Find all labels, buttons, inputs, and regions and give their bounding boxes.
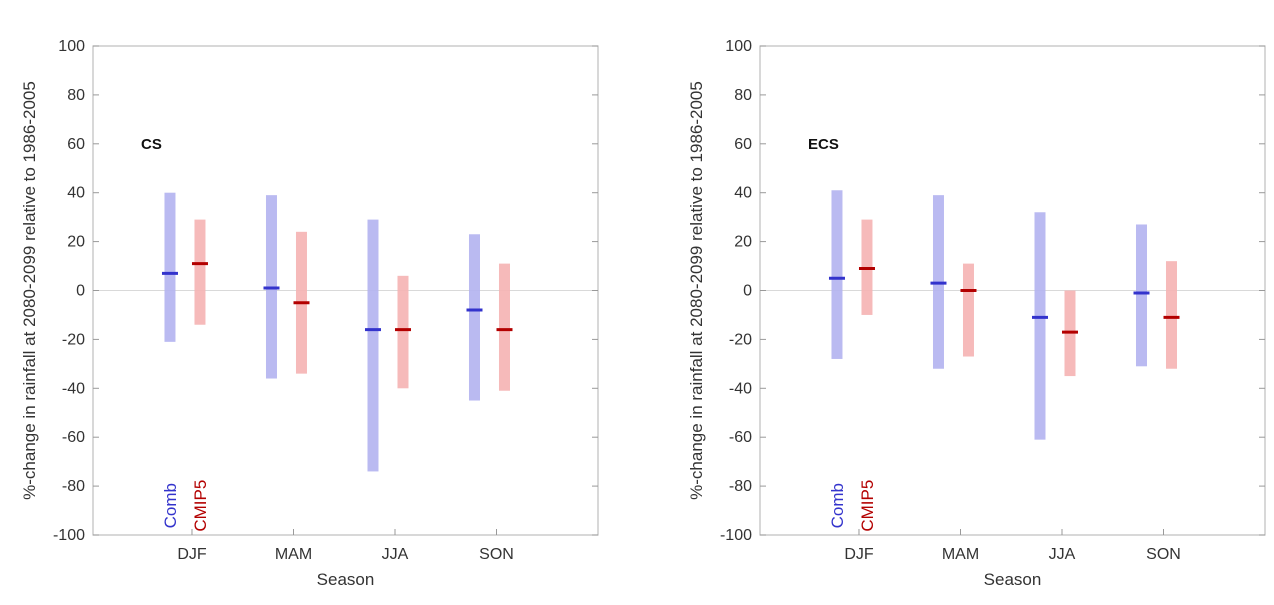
x-tick-label: SON — [1146, 546, 1181, 563]
range-bar-comb-djf — [164, 192, 176, 342]
x-tick-label: SON — [479, 546, 514, 563]
range-bar-cmip5-mam — [962, 263, 974, 357]
range-bar-comb-djf — [831, 190, 843, 359]
y-tick-label: -100 — [53, 527, 85, 544]
panel-label: CS — [141, 136, 162, 153]
range-bar-cmip5-djf — [194, 219, 206, 325]
y-tick-label: 80 — [734, 87, 752, 104]
y-tick-label: -60 — [62, 429, 85, 446]
y-tick-label: 20 — [734, 234, 752, 251]
y-tick-label: 80 — [67, 87, 85, 104]
y-tick-label: 100 — [725, 38, 752, 55]
y-tick-label: 100 — [58, 38, 85, 55]
range-bar-comb-jja — [367, 219, 379, 472]
chart-panel-cs: -100 -80 -60 -40 -20 0 20 40 60 80 100 DJF MAM JJA SON… — [20, 38, 599, 589]
panel-label: ECS — [808, 136, 839, 153]
y-tick-label: 20 — [67, 234, 85, 251]
y-tick-label: 0 — [743, 283, 752, 300]
range-bar-comb-son — [1135, 224, 1147, 367]
x-tick-label: JJA — [1049, 546, 1076, 563]
chart-panel-ecs: -100 -80 -60 -40 -20 0 20 40 60 80 100 DJF MAM JJA SON… — [687, 38, 1266, 589]
x-tick-label: MAM — [275, 546, 312, 563]
y-tick-label: -60 — [729, 429, 752, 446]
range-bar-cmip5-son — [498, 263, 510, 391]
y-tick-label: 40 — [734, 185, 752, 202]
y-tick-label: 60 — [734, 136, 752, 153]
y-tick-label: -20 — [729, 331, 752, 348]
y-tick-label: 60 — [67, 136, 85, 153]
range-bar-comb-jja — [1034, 212, 1046, 440]
legend-label-comb: Comb — [828, 483, 847, 528]
range-bar-cmip5-jja — [397, 275, 409, 389]
x-axis-title: Season — [984, 570, 1042, 589]
legend-label-cmip5: CMIP5 — [858, 480, 877, 532]
x-tick-label: DJF — [844, 546, 874, 563]
legend-label-cmip5: CMIP5 — [191, 480, 210, 532]
x-tick-label: JJA — [382, 546, 409, 563]
y-axis-title: %-change in rainfall at 2080-2099 relati… — [687, 81, 706, 500]
y-tick-label: -40 — [62, 380, 85, 397]
x-tick-label: DJF — [177, 546, 207, 563]
range-bar-comb-son — [468, 234, 480, 401]
y-axis-title: %-change in rainfall at 2080-2099 relati… — [20, 81, 39, 500]
y-tick-label: -80 — [729, 478, 752, 495]
y-tick-label: 40 — [67, 185, 85, 202]
y-tick-label: -20 — [62, 331, 85, 348]
y-tick-label: 0 — [76, 283, 85, 300]
y-tick-label: -80 — [62, 478, 85, 495]
x-tick-label: MAM — [942, 546, 979, 563]
legend-label-comb: Comb — [161, 483, 180, 528]
y-tick-label: -40 — [729, 380, 752, 397]
range-bar-cmip5-son — [1165, 261, 1177, 369]
y-tick-label: -100 — [720, 527, 752, 544]
x-axis-title: Season — [317, 570, 375, 589]
